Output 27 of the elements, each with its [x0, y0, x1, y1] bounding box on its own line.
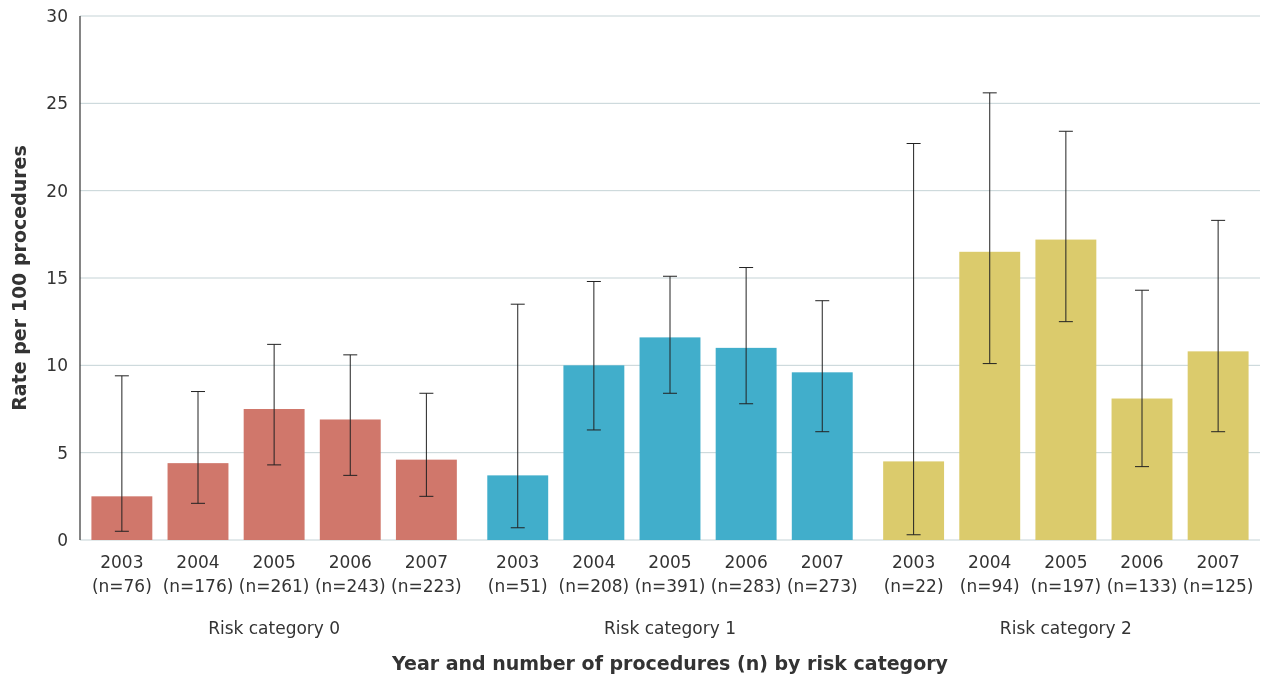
x-tick-label: 2005 (n=261): [238, 552, 310, 596]
text: Risk category 2: [999, 618, 1132, 638]
x-tick-label: 2005 (n=197): [1030, 552, 1102, 596]
y-tick-label: 5: [57, 442, 68, 463]
x-tick-label: 2006 (n=283): [710, 552, 782, 596]
x-tick-label: 2003 (n=51): [487, 552, 548, 596]
y-tick-label: 15: [46, 267, 68, 288]
x-axis-title: Year and number of procedures (n) by risk category: [390, 652, 949, 674]
x-tick-label: 2004 (n=176): [162, 552, 234, 596]
x-tick-label: 2007 (n=273): [786, 552, 858, 596]
y-tick-label: 30: [46, 5, 68, 26]
x-tick-label: 2007 (n=223): [391, 552, 462, 596]
x-tick-label: 2004 (n=94): [959, 552, 1020, 596]
text: Risk category 1: [604, 618, 736, 638]
x-tick-label: 2003 (n=22): [883, 552, 944, 596]
y-axis-title: Rate per 100 procedures: [8, 145, 30, 411]
y-tick-label: 25: [46, 93, 68, 114]
y-tick-label: 20: [46, 180, 68, 201]
x-tick-label: 2006 (n=133): [1106, 552, 1178, 596]
x-tick-label: 2006 (n=243): [314, 552, 386, 596]
x-tick-label: 2003 (n=76): [91, 552, 152, 596]
text: Risk category 0: [208, 618, 341, 638]
y-tick-label: 0: [57, 529, 68, 550]
y-tick-label: 10: [46, 355, 68, 376]
x-tick-label: 2004 (n=208): [558, 552, 630, 596]
x-tick-label: 2007 (n=125): [1182, 552, 1254, 596]
x-tick-label: 2005 (n=391): [634, 552, 706, 596]
